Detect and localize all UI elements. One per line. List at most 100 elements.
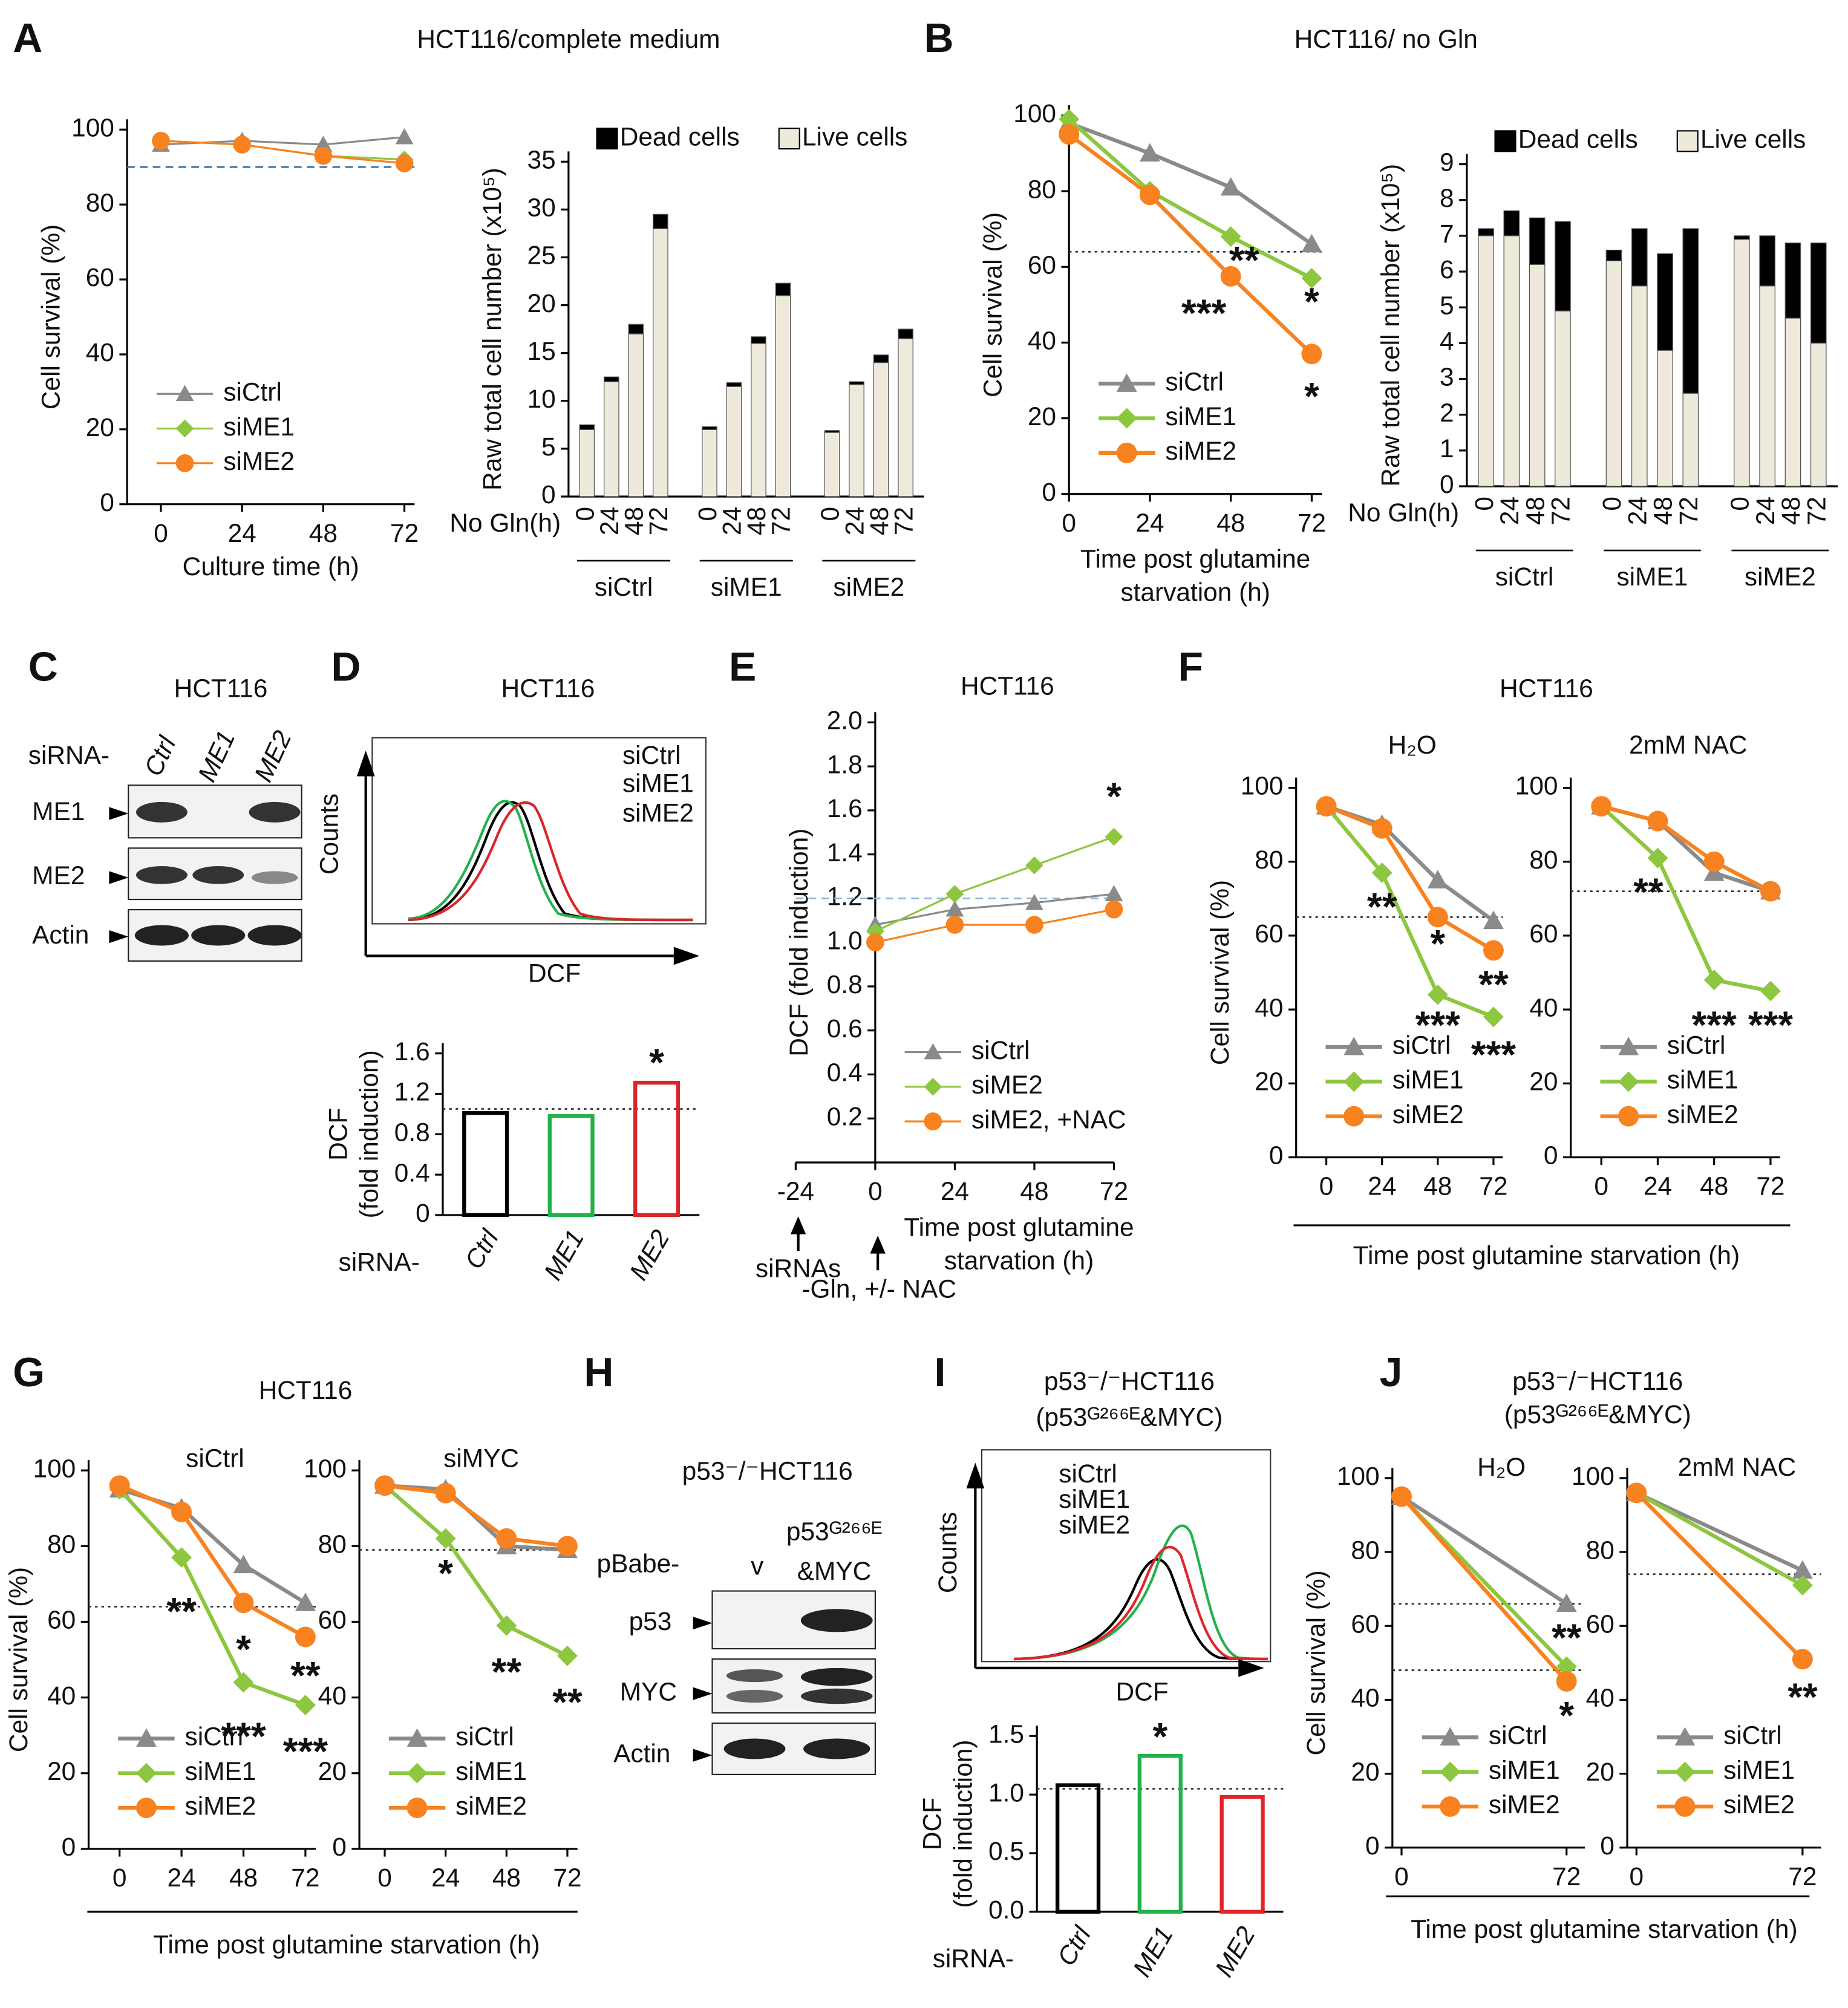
annotation: *** — [283, 1730, 328, 1773]
annotation: *** — [1471, 1033, 1517, 1076]
marker — [175, 419, 194, 438]
bar-segment — [824, 432, 840, 497]
y-tick-label: 1.6 — [394, 1037, 430, 1066]
x-tick-label: 48 — [492, 1863, 521, 1892]
bar — [633, 1080, 681, 1218]
x-tick-label: 0 — [377, 1863, 392, 1892]
marker — [233, 135, 252, 154]
y-tick-label: 20 — [1529, 1068, 1558, 1096]
flow-curve — [1013, 1545, 1268, 1661]
marker — [233, 1554, 254, 1574]
legend-label: siME1 — [1393, 1066, 1464, 1094]
y-tick-label: 20 — [527, 289, 555, 318]
y-tick-label: 100 — [1013, 99, 1056, 128]
x-axis-label: siRNA- — [933, 1944, 1014, 1973]
y-axis-label: Cell survival (%) — [1206, 880, 1234, 1065]
bar-segment — [775, 282, 791, 296]
flow-curve — [408, 800, 693, 922]
y-tick-label: 80 — [1586, 1536, 1615, 1564]
annotation: * — [1559, 1694, 1574, 1737]
y-tick-label: 1.0 — [988, 1778, 1024, 1807]
marker — [945, 916, 964, 934]
y-tick-label: 0 — [1440, 470, 1454, 498]
marker — [109, 1475, 130, 1496]
y-tick-label: 20 — [1255, 1068, 1283, 1096]
y-tick-label: 0 — [1365, 1831, 1380, 1860]
shared-x-label: Time post glutamine starvation (h) — [1353, 1241, 1740, 1270]
bar-segment — [1657, 253, 1673, 351]
y-tick-label: 5 — [541, 432, 556, 461]
x-tick-label: 0 — [1629, 1862, 1644, 1891]
y-tick-label: 5 — [1440, 291, 1454, 319]
y-axis-label: Cell survival (%) — [36, 224, 65, 409]
marker — [1626, 1482, 1647, 1504]
legend-label: siME1 — [1723, 1756, 1795, 1784]
marker — [1618, 1037, 1639, 1055]
y-tick-label: 60 — [1529, 919, 1558, 948]
x-tick-label: 24 — [595, 507, 624, 535]
annotation: ** — [1788, 1675, 1818, 1718]
y-tick-label: 40 — [1028, 327, 1056, 355]
marker — [1440, 1727, 1461, 1746]
annotation: * — [236, 1628, 251, 1671]
flow-legend: siCtrl — [622, 741, 681, 769]
legend-label: siME2 — [1489, 1790, 1560, 1819]
marker — [295, 1695, 316, 1716]
bar-segment — [1529, 217, 1546, 265]
bar-segment — [1734, 235, 1750, 240]
band — [726, 1689, 783, 1703]
x-tick-label: 24 — [941, 1177, 969, 1205]
bar-segment — [849, 381, 864, 385]
arrowhead — [870, 1235, 886, 1254]
x-axis-label: Time post glutamine — [904, 1213, 1134, 1242]
blot-c — [128, 784, 302, 962]
annotation: * — [1304, 375, 1319, 418]
flow-legend: siME2 — [622, 798, 694, 827]
bar-segment — [751, 343, 766, 497]
x-tick-label: 48 — [1216, 509, 1245, 537]
x-tick-label: 0 — [154, 519, 168, 547]
y-axis-label: Cell survival (%) — [4, 1567, 33, 1752]
x-tick-label: 24 — [1644, 1172, 1672, 1201]
marker — [1483, 910, 1504, 930]
bar-segment — [1734, 239, 1750, 487]
marker — [1440, 1761, 1461, 1782]
y-tick-label: 60 — [86, 263, 114, 292]
chart-title: 2mM NAC — [1678, 1453, 1797, 1481]
x-tick-label: 0 — [1598, 497, 1626, 511]
marker — [1674, 1796, 1696, 1817]
marker — [924, 1112, 942, 1130]
legend-swatch — [1676, 130, 1699, 152]
heading: p53⁻/⁻HCT116 — [1512, 1367, 1683, 1395]
legend-label: siME1 — [455, 1757, 527, 1785]
annotation: *** — [1181, 292, 1227, 334]
bar-segment — [1529, 264, 1546, 487]
marker — [1220, 266, 1241, 287]
marker — [1391, 1486, 1412, 1507]
legend-label: siCtrl — [185, 1723, 244, 1751]
arrowhead — [693, 1749, 713, 1762]
y-tick-label: 0.0 — [988, 1896, 1024, 1924]
y-tick-label: 100 — [1515, 772, 1558, 800]
marker — [1344, 1037, 1365, 1055]
marker — [924, 1043, 942, 1060]
annotation: ** — [1478, 963, 1509, 1006]
x-tick-label: 24 — [1135, 509, 1164, 537]
band — [800, 1609, 873, 1632]
band — [251, 871, 298, 884]
arrowhead — [693, 1616, 713, 1630]
x-tick-label: 24 — [1623, 497, 1651, 525]
x-tick-label: 72 — [1552, 1862, 1581, 1891]
y-tick-label: 9 — [1440, 148, 1454, 177]
marker — [171, 1501, 192, 1522]
x-tick-label: 48 — [1777, 497, 1805, 525]
series-line — [119, 1484, 307, 1639]
y-axis-label: Raw total cell number (x10⁵) — [478, 168, 506, 491]
heading: (p53ᴳ²⁶⁶ᴱ&MYC) — [1504, 1400, 1691, 1429]
marker — [1483, 940, 1504, 961]
x-tick-label: 0 — [570, 507, 599, 521]
y-tick-label: 40 — [86, 338, 114, 367]
marker — [374, 1475, 395, 1496]
legend-label: siCtrl — [1723, 1721, 1782, 1750]
x-tick-label: 72 — [1788, 1862, 1817, 1891]
